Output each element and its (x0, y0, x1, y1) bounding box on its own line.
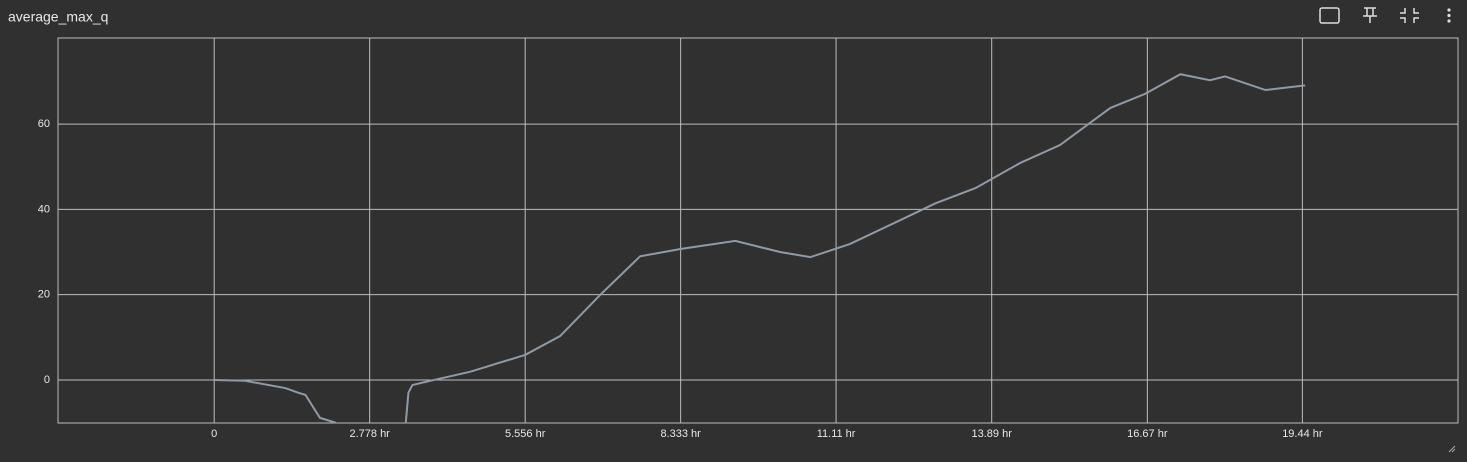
x-tick-label: 19.44 hr (1282, 428, 1323, 440)
x-tick-label: 5.556 hr (505, 428, 546, 440)
x-tick-label: 16.67 hr (1127, 428, 1168, 440)
y-tick-label: 0 (44, 374, 50, 386)
data-line (214, 73, 1306, 423)
x-tick-label: 0 (211, 428, 217, 440)
chart-title: average_max_q (8, 9, 108, 25)
x-tick-label: 8.333 hr (660, 428, 701, 440)
fit-domain-button[interactable] (1319, 7, 1340, 24)
collapse-button[interactable] (1400, 8, 1419, 23)
pin-button[interactable] (1363, 7, 1377, 23)
plot-frame (57, 37, 1459, 424)
x-tick-label: 11.11 hr (817, 428, 856, 440)
toolbar (1319, 7, 1451, 24)
y-tick-label: 60 (38, 118, 50, 130)
y-tick-label: 20 (38, 289, 50, 301)
resize-handle (1448, 445, 1456, 453)
x-tick-label: 2.778 hr (349, 428, 390, 440)
x-tick-label: 13.89 hr (972, 428, 1013, 440)
y-tick-label: 40 (38, 203, 50, 215)
menu-button[interactable] (1447, 8, 1451, 23)
